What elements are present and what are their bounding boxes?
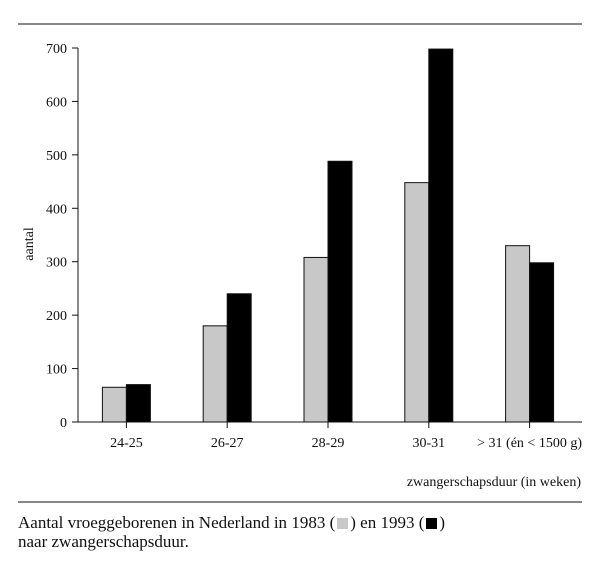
bar-1983-2: [202, 325, 228, 423]
y-tick-label: 0: [60, 416, 67, 431]
bar-1983-3: [303, 256, 329, 423]
bar-1993-1: [125, 384, 151, 423]
x-tick-label: 30-31: [412, 436, 445, 451]
y-tick-label: 200: [46, 309, 67, 324]
caption-year-1983: 1983: [291, 513, 326, 532]
bar-1993-4: [428, 48, 454, 423]
x-tick-label: 24-25: [110, 436, 143, 451]
y-tick-label: 100: [46, 363, 67, 378]
bar-1993-3: [327, 160, 353, 423]
bar-1983-4: [404, 182, 430, 423]
y-axis-title: aantal: [22, 227, 37, 261]
y-tick-label: 400: [46, 202, 67, 217]
y-tick-label: 500: [46, 149, 67, 164]
caption-year-1993: 1993: [380, 513, 415, 532]
figure-caption: Aantal vroeggeborenen in Nederland in 19…: [18, 513, 446, 551]
y-tick-label: 600: [46, 95, 67, 110]
caption-word-en: en: [360, 513, 377, 532]
caption-text-start: Aantal vroeggeborenen in Nederland in: [18, 513, 288, 532]
bar-1983-1: [101, 386, 127, 423]
bar-1993-5: [529, 262, 555, 423]
legend-swatch-1993: [426, 518, 438, 529]
y-tick-label: 300: [46, 256, 67, 271]
x-tick-label: 26-27: [211, 436, 244, 451]
bar-1983-5: [505, 245, 531, 423]
legend-swatch-1983: [337, 518, 349, 529]
caption-text-end: naar zwangerschapsduur.: [18, 532, 189, 551]
x-axis-title: zwangerschapsduur (in weken): [407, 475, 581, 490]
x-tick-label: > 31 (én < 1500 g): [477, 436, 582, 451]
x-tick-label: 28-29: [312, 436, 345, 451]
bar-1993-2: [226, 293, 252, 423]
y-tick-label: 700: [46, 42, 67, 57]
